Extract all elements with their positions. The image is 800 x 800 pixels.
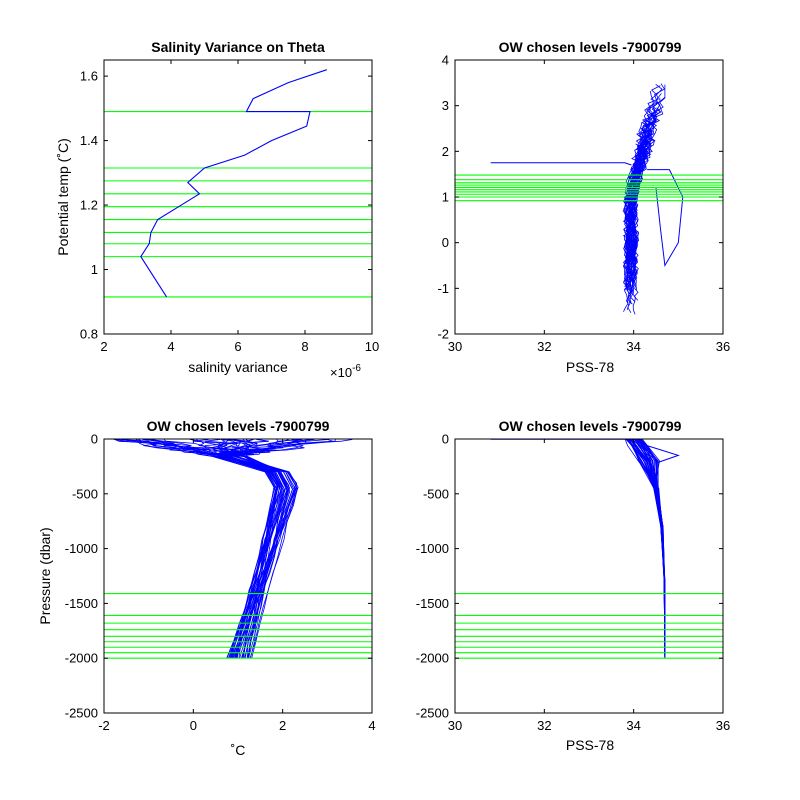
theta-salinity-profile: [622, 143, 644, 312]
x-tick-label: 36: [716, 718, 730, 733]
panel2-title: OW chosen levels -7900799: [499, 39, 682, 55]
panel-pressure-salinity: OW chosen levels -7900799 30 32 34 36 -2500 -…: [416, 418, 730, 753]
x-tick-label: 10: [365, 339, 379, 354]
temperature-profile: [227, 439, 329, 659]
x-tick-label: 0: [190, 718, 197, 733]
y-tick-label: 0: [442, 432, 449, 447]
x-tick-label: 2: [279, 718, 286, 733]
panel4-axes-box: [454, 438, 724, 714]
panel-pressure-temperature: OW chosen levels -7900799 -2 0 2 4 -2500 -200…: [37, 418, 376, 758]
salinity-profile: [636, 439, 666, 659]
panel4-title: OW chosen levels -7900799: [499, 418, 682, 434]
y-tick-label: 4: [442, 53, 449, 68]
panel1-axes-box: [103, 59, 373, 335]
x-tick-label: 8: [301, 339, 308, 354]
temperature-profile: [193, 439, 278, 659]
y-tick-label: -2500: [416, 706, 449, 721]
x-tick-label: 34: [626, 339, 640, 354]
panel1-plot-area: [104, 69, 372, 298]
x-tick-label: 36: [716, 339, 730, 354]
temperature-profile: [117, 439, 285, 659]
panel4-xlabel: PSS-78: [566, 737, 614, 753]
panel3-axes-box: [103, 438, 373, 714]
y-tick-label: -1000: [65, 541, 98, 556]
panel2-xlabel: PSS-78: [566, 359, 614, 375]
panel-salinity-variance: Salinity Variance on Theta 2 4 6 8 10 0.8 1 1.2…: [55, 39, 379, 380]
theta-salinity-profile: [632, 140, 652, 301]
panel1-x-exponent: ×10-6: [330, 363, 361, 380]
y-tick-label: -1000: [416, 541, 449, 556]
y-tick-label: 0: [91, 432, 98, 447]
y-tick-label: 1: [91, 262, 98, 277]
temperature-profile: [223, 439, 333, 659]
x-tick-label: 32: [537, 339, 551, 354]
y-tick-label: 1.4: [80, 133, 98, 148]
theta-salinity-profile: [627, 134, 646, 295]
panel1-ylabel: Potential temp (˚C): [55, 138, 71, 255]
theta-salinity-profile: [633, 84, 666, 265]
theta-salinity-feature-line: [647, 169, 684, 268]
panel4-ticks: 30 32 34 36 -2500 -2000 -1500 -1000 -500 0: [416, 432, 730, 734]
panel2-plot-area: [455, 83, 723, 315]
y-tick-label: -1: [437, 281, 449, 296]
temperature-profile: [150, 439, 278, 659]
panel3-ticks: -2 0 2 4 -2500 -2000 -1500 -1000 -500 0: [65, 432, 376, 734]
panel1-xlabel: salinity variance: [188, 359, 288, 375]
x-tick-label: 2: [100, 339, 107, 354]
temperature-profile: [121, 439, 280, 659]
y-tick-label: -2000: [416, 651, 449, 666]
y-tick-label: -500: [72, 486, 98, 501]
variance-series-line: [140, 69, 327, 298]
x-tick-label: 4: [368, 718, 375, 733]
x-tick-label: 6: [234, 339, 241, 354]
x-tick-label: -2: [98, 718, 110, 733]
salinity-feature-line: [646, 445, 680, 464]
y-tick-label: -500: [423, 486, 449, 501]
y-tick-label: 3: [442, 98, 449, 113]
temperature-profile: [233, 439, 303, 659]
salinity-profile: [625, 438, 666, 659]
panel4-plot-area: [455, 438, 723, 659]
panel1-title: Salinity Variance on Theta: [151, 39, 325, 55]
y-tick-label: 1.6: [80, 69, 98, 84]
panel3-plot-area: [104, 439, 372, 659]
temperature-profile: [142, 439, 298, 659]
x-tick-label: 30: [448, 718, 462, 733]
y-tick-label: -2000: [65, 651, 98, 666]
y-tick-label: -1500: [65, 596, 98, 611]
panel3-xlabel: ˚C: [231, 742, 246, 758]
x-tick-label: 32: [537, 718, 551, 733]
x-tick-label: 34: [626, 718, 640, 733]
y-tick-label: -2500: [65, 706, 98, 721]
temperature-profile: [231, 439, 288, 659]
salinity-profile: [636, 439, 666, 659]
panel1-ticks: 2 4 6 8 10 0.8 1 1.2 1.4 1.6: [80, 60, 379, 354]
theta-salinity-profile: [625, 108, 659, 291]
y-tick-label: 2: [442, 144, 449, 159]
x-tick-label: 4: [167, 339, 174, 354]
panel-theta-salinity: OW chosen levels -7900799 30 32 34 36-2-101…: [437, 39, 730, 375]
y-tick-label: 1: [442, 190, 449, 205]
y-tick-label: -1500: [416, 596, 449, 611]
theta-salinity-profile: [625, 93, 662, 313]
y-tick-label: 0: [442, 235, 449, 250]
panel3-ylabel: Pressure (dbar): [37, 527, 53, 624]
panel3-title: OW chosen levels -7900799: [147, 418, 330, 434]
theta-salinity-feature-line: [490, 162, 632, 166]
y-tick-label: 1.2: [80, 198, 98, 213]
x-tick-label: 30: [448, 339, 462, 354]
y-tick-label: -2: [437, 327, 449, 342]
temperature-profile: [135, 439, 275, 659]
y-tick-label: 0.8: [80, 327, 98, 342]
